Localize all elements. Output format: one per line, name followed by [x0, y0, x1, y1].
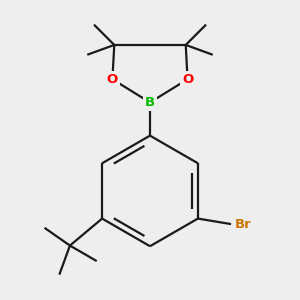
Text: Br: Br [234, 218, 251, 231]
Text: B: B [145, 96, 155, 109]
Text: O: O [182, 73, 193, 86]
Text: O: O [107, 73, 118, 86]
